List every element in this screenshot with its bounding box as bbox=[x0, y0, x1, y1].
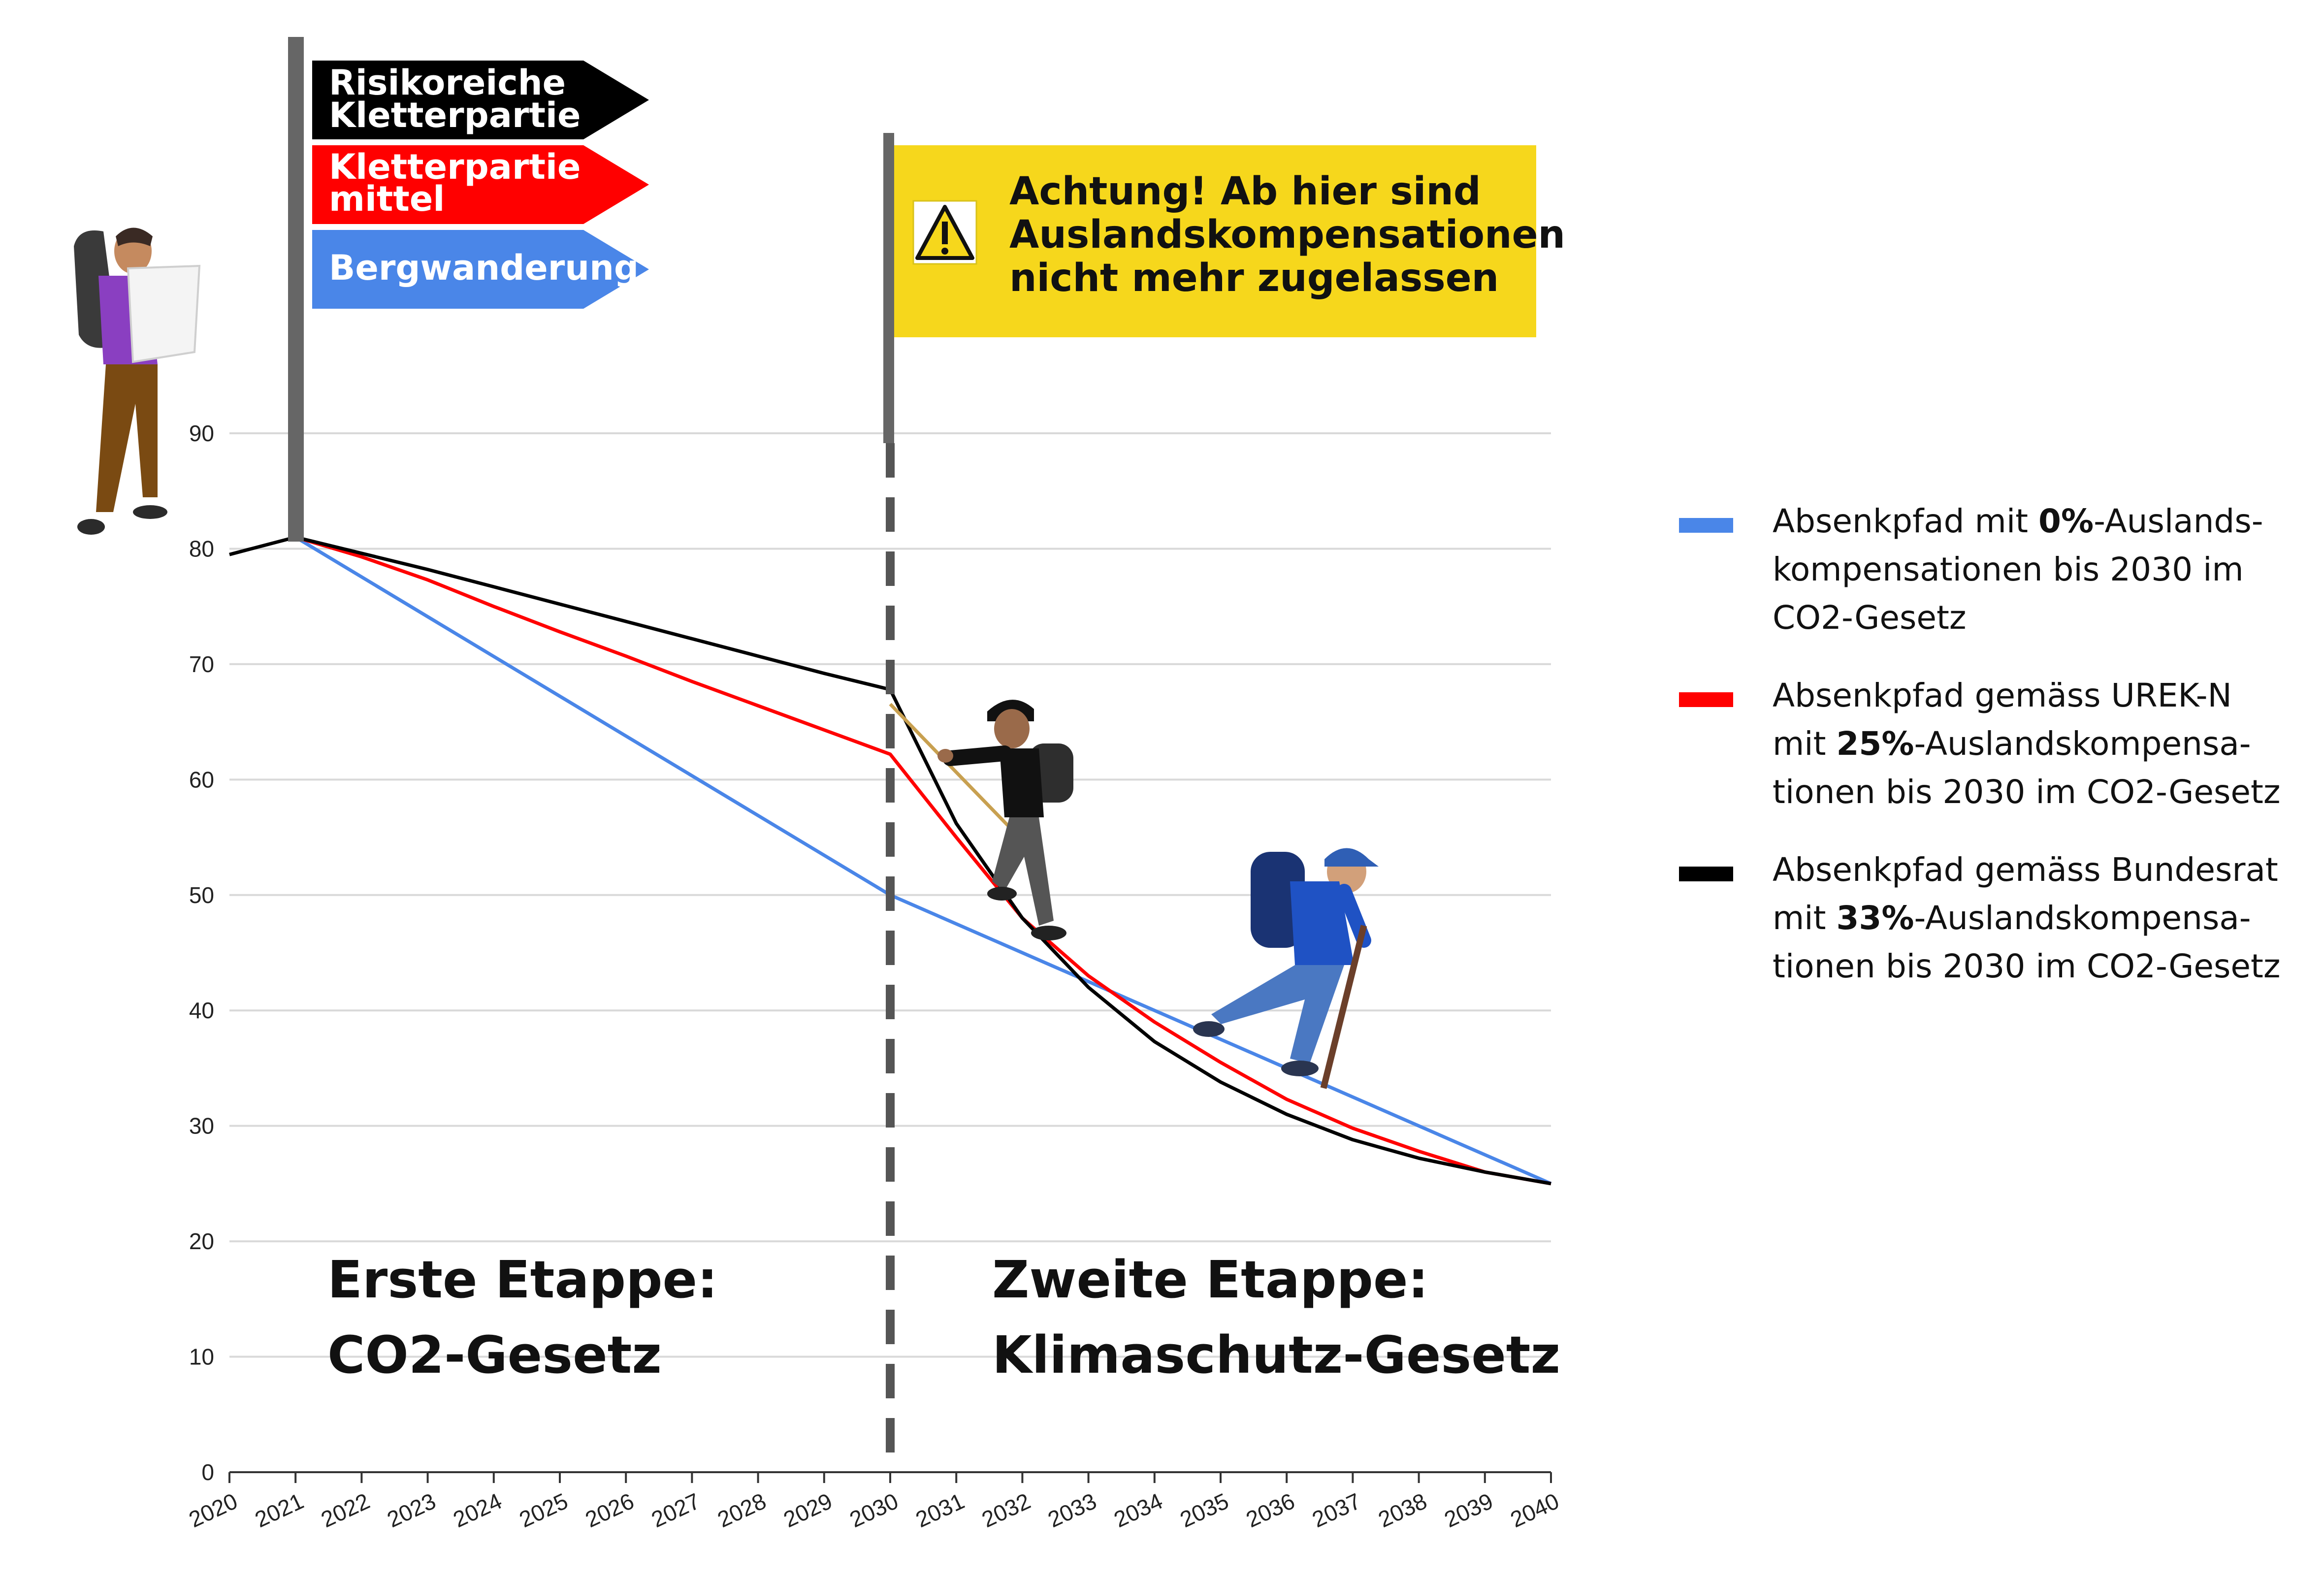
y-tick-label: 40 bbox=[189, 998, 214, 1023]
sign-risky-line-2: Kletterpartie bbox=[329, 95, 581, 135]
stage1-title: Erste Etappe: bbox=[327, 1250, 718, 1310]
legend-item-blue: Absenkpfad mit 0%-Auslands- kompensation… bbox=[1664, 497, 2314, 642]
hiker-with-map-illustration bbox=[74, 227, 201, 535]
y-tick-label: 30 bbox=[189, 1113, 214, 1139]
stage1-subtitle: CO2-Gesetz bbox=[327, 1325, 662, 1385]
legend-item-red: Absenkpfad gemäss UREK-N mit 25%-Ausland… bbox=[1664, 672, 2314, 816]
x-tick-label: 2029 bbox=[779, 1488, 836, 1532]
sign-medium bbox=[312, 145, 649, 224]
x-tick-label: 2030 bbox=[845, 1488, 902, 1532]
sign-risky-line-1: Risikoreiche bbox=[329, 63, 566, 103]
x-tick-label: 2028 bbox=[713, 1488, 770, 1532]
climber-illustration bbox=[889, 700, 1073, 940]
sign-hike bbox=[312, 230, 649, 309]
x-tick-label: 2031 bbox=[912, 1488, 968, 1532]
sign-risky bbox=[312, 61, 649, 139]
warning-triangle-icon bbox=[912, 200, 977, 265]
x-tick-label: 2024 bbox=[449, 1488, 506, 1532]
y-tick-label: 80 bbox=[189, 536, 214, 561]
x-tick-label: 2023 bbox=[383, 1488, 440, 1532]
x-tick-label: 2020 bbox=[185, 1488, 241, 1532]
legend-swatch-red bbox=[1679, 692, 1733, 707]
y-tick-label: 10 bbox=[189, 1344, 214, 1370]
x-tick-label: 2038 bbox=[1374, 1488, 1431, 1532]
y-tick-label: 50 bbox=[189, 882, 214, 908]
sign-medium-line-1: Kletterpartie bbox=[329, 147, 581, 187]
legend-label-blue: Absenkpfad mit 0%-Auslands- kompensation… bbox=[1773, 502, 2263, 637]
x-tick-label: 2035 bbox=[1176, 1488, 1232, 1532]
legend-item-black: Absenkpfad gemäss Bundesrat mit 33%-Ausl… bbox=[1664, 846, 2314, 991]
warning-sign: Achtung! Ab hier sind Auslandskompensati… bbox=[894, 145, 1565, 337]
x-tick-label: 2022 bbox=[317, 1488, 374, 1532]
sign-medium-line-2: mittel bbox=[329, 179, 445, 219]
warning-box bbox=[894, 145, 1536, 337]
legend-label-red: Absenkpfad gemäss UREK-N mit 25%-Ausland… bbox=[1773, 677, 2281, 811]
legend: Absenkpfad mit 0%-Auslands- kompensation… bbox=[1664, 497, 2314, 1020]
legend-swatch-blue bbox=[1679, 518, 1733, 533]
x-tick-label: 2025 bbox=[515, 1488, 572, 1532]
x-tick-label: 2034 bbox=[1110, 1488, 1166, 1532]
y-axis-ticks: 0 10 20 30 40 50 60 70 80 90 bbox=[189, 420, 214, 1485]
y-tick-label: 20 bbox=[189, 1228, 214, 1254]
x-tick-label: 2027 bbox=[647, 1488, 704, 1532]
x-tick-label: 2037 bbox=[1308, 1488, 1365, 1532]
warning-line-3: nicht mehr zugelassen bbox=[1009, 256, 1499, 300]
legend-swatch-black bbox=[1679, 867, 1733, 881]
y-tick-label: 0 bbox=[201, 1459, 214, 1485]
x-tick-label: 2026 bbox=[581, 1488, 638, 1532]
y-tick-label: 60 bbox=[189, 767, 214, 792]
warning-pole bbox=[883, 133, 894, 443]
series-line-red bbox=[295, 535, 1551, 1186]
x-tick-label: 2021 bbox=[251, 1488, 308, 1532]
warning-line-2: Auslandskompensationen bbox=[1009, 213, 1565, 257]
stage2-title: Zweite Etappe: bbox=[992, 1250, 1428, 1310]
x-tick-label: 2036 bbox=[1242, 1488, 1299, 1532]
x-tick-label: 2032 bbox=[978, 1488, 1034, 1532]
y-tick-label: 90 bbox=[189, 420, 214, 446]
x-tick-label: 2040 bbox=[1506, 1488, 1563, 1532]
hiker-illustration bbox=[1193, 848, 1379, 1089]
x-tick-label: 2033 bbox=[1044, 1488, 1100, 1532]
signpost: Risikoreiche Kletterpartie Kletterpartie… bbox=[288, 37, 649, 542]
sign-hike-label: Bergwanderung bbox=[329, 248, 639, 288]
stage2-subtitle: Klimaschutz-Gesetz bbox=[992, 1325, 1560, 1385]
legend-label-black: Absenkpfad gemäss Bundesrat mit 33%-Ausl… bbox=[1773, 851, 2281, 985]
warning-line-1: Achtung! Ab hier sind bbox=[1009, 169, 1481, 214]
x-tick-label: 2039 bbox=[1440, 1488, 1497, 1532]
x-axis: 2020 2021 2022 2023 2024 2025 2026 2027 2028 2029… bbox=[185, 1471, 1563, 1532]
signpost-pole bbox=[288, 37, 304, 542]
y-tick-label: 70 bbox=[189, 651, 214, 677]
